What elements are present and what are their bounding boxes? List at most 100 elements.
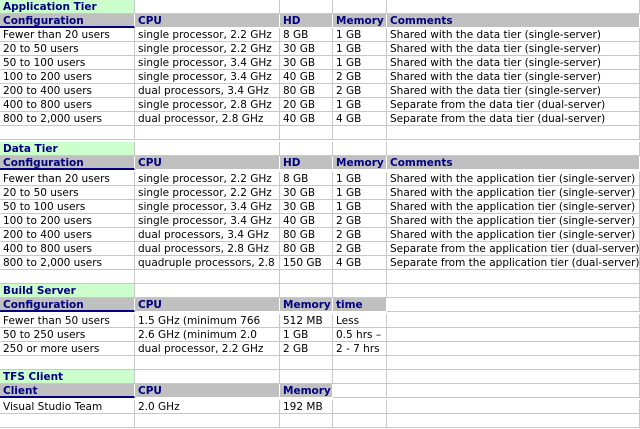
cell-memory[interactable]: 1 GB <box>333 98 387 112</box>
empty-cell[interactable] <box>280 0 333 14</box>
cell-cpu[interactable]: single processor, 3.4 GHz <box>135 70 280 84</box>
cell-configuration[interactable]: 400 to 800 users <box>0 242 135 256</box>
cell-client[interactable]: Visual Studio Team <box>0 400 135 414</box>
cell-memory[interactable]: 2 GB <box>333 242 387 256</box>
empty-cell[interactable] <box>333 370 387 384</box>
cell-comments[interactable]: Shared with the application tier (single… <box>387 228 640 242</box>
empty-cell[interactable] <box>135 0 280 14</box>
empty-cell[interactable] <box>280 356 333 370</box>
empty-cell[interactable] <box>333 356 387 370</box>
column-header[interactable]: HD <box>280 14 333 28</box>
cell-configuration[interactable]: 20 to 50 users <box>0 42 135 56</box>
cell-cpu[interactable]: dual processors, 2.8 GHz <box>135 242 280 256</box>
empty-cell[interactable] <box>0 414 135 428</box>
cell-comments[interactable]: Shared with the application tier (single… <box>387 186 640 200</box>
cell-time[interactable]: 0.5 hrs – <box>333 328 387 342</box>
empty-cell[interactable] <box>280 142 333 156</box>
empty-cell[interactable] <box>333 284 387 298</box>
cell-memory[interactable]: 2 GB <box>333 214 387 228</box>
cell-hd[interactable]: 40 GB <box>280 70 333 84</box>
cell-comments[interactable]: Shared with the application tier (single… <box>387 172 640 186</box>
empty-cell[interactable] <box>0 356 135 370</box>
cell-comments[interactable]: Shared with the application tier (single… <box>387 214 640 228</box>
empty-cell[interactable] <box>387 314 640 328</box>
empty-cell[interactable] <box>280 414 333 428</box>
empty-cell[interactable] <box>333 0 387 14</box>
cell-memory[interactable]: 1 GB <box>333 42 387 56</box>
cell-memory[interactable]: 2 GB <box>333 70 387 84</box>
cell-memory[interactable]: 1 GB <box>333 28 387 42</box>
cell-memory[interactable]: 1 GB <box>333 186 387 200</box>
column-header[interactable]: CPU <box>135 298 280 312</box>
section-title[interactable]: Build Server <box>0 284 135 298</box>
cell-comments[interactable]: Separate from the application tier (dual… <box>387 256 640 270</box>
cell-memory[interactable]: 1 GB <box>280 328 333 342</box>
cell-cpu[interactable]: single processor, 3.4 GHz <box>135 214 280 228</box>
cell-memory[interactable]: 1 GB <box>333 56 387 70</box>
cell-cpu[interactable]: 2.6 GHz (minimum 2.0 <box>135 328 280 342</box>
cell-hd[interactable]: 40 GB <box>280 112 333 126</box>
cell-configuration[interactable]: 800 to 2,000 users <box>0 256 135 270</box>
cell-hd[interactable]: 8 GB <box>280 28 333 42</box>
cell-cpu[interactable]: single processor, 2.8 GHz <box>135 98 280 112</box>
empty-cell[interactable] <box>280 126 333 140</box>
cell-time[interactable]: 2 - 7 hrs <box>333 342 387 356</box>
column-header[interactable]: Comments <box>387 156 640 170</box>
cell-cpu[interactable]: single processor, 3.4 GHz <box>135 200 280 214</box>
cell-hd[interactable]: 80 GB <box>280 242 333 256</box>
cell-cpu[interactable]: single processor, 2.2 GHz <box>135 28 280 42</box>
cell-comments[interactable]: Shared with the data tier (single-server… <box>387 28 640 42</box>
empty-cell[interactable] <box>387 356 640 370</box>
column-header[interactable]: Memory <box>333 14 387 28</box>
cell-cpu[interactable]: dual processor, 2.8 GHz <box>135 112 280 126</box>
empty-cell[interactable] <box>333 414 387 428</box>
cell-cpu[interactable]: single processor, 2.2 GHz <box>135 186 280 200</box>
column-header[interactable]: Memory <box>280 298 333 312</box>
cell-configuration[interactable]: 100 to 200 users <box>0 214 135 228</box>
cell-hd[interactable]: 40 GB <box>280 214 333 228</box>
column-header[interactable]: Client <box>0 384 135 398</box>
cell-hd[interactable]: 30 GB <box>280 42 333 56</box>
cell-memory[interactable]: 512 MB <box>280 314 333 328</box>
cell-cpu[interactable]: dual processors, 3.4 GHz <box>135 84 280 98</box>
empty-cell[interactable] <box>387 298 640 312</box>
empty-cell[interactable] <box>135 142 280 156</box>
cell-hd[interactable]: 30 GB <box>280 186 333 200</box>
cell-hd[interactable]: 80 GB <box>280 228 333 242</box>
cell-configuration[interactable]: 200 to 400 users <box>0 84 135 98</box>
column-header[interactable]: Comments <box>387 14 640 28</box>
section-title[interactable]: TFS Client <box>0 370 135 384</box>
cell-configuration[interactable]: 50 to 100 users <box>0 56 135 70</box>
cell-memory[interactable]: 4 GB <box>333 112 387 126</box>
column-header[interactable]: Configuration <box>0 156 135 170</box>
empty-cell[interactable] <box>135 356 280 370</box>
empty-cell[interactable] <box>135 270 280 284</box>
empty-cell[interactable] <box>387 400 640 414</box>
cell-memory[interactable]: 1 GB <box>333 172 387 186</box>
empty-cell[interactable] <box>280 370 333 384</box>
empty-cell[interactable] <box>387 284 640 298</box>
cell-comments[interactable]: Shared with the data tier (single-server… <box>387 84 640 98</box>
empty-cell[interactable] <box>0 126 135 140</box>
empty-cell[interactable] <box>387 142 640 156</box>
column-header[interactable]: Memory <box>333 156 387 170</box>
section-title[interactable]: Data Tier <box>0 142 135 156</box>
column-header[interactable]: time <box>333 298 387 312</box>
cell-cpu[interactable]: 2.0 GHz <box>135 400 280 414</box>
cell-hd[interactable]: 20 GB <box>280 98 333 112</box>
cell-cpu[interactable]: dual processor, 2.2 GHz <box>135 342 280 356</box>
cell-cpu[interactable]: dual processors, 3.4 GHz <box>135 228 280 242</box>
cell-memory[interactable]: 192 MB <box>280 400 333 414</box>
cell-memory[interactable]: 1 GB <box>333 200 387 214</box>
empty-cell[interactable] <box>333 142 387 156</box>
cell-hd[interactable]: 30 GB <box>280 200 333 214</box>
empty-cell[interactable] <box>0 270 135 284</box>
cell-configuration[interactable]: 800 to 2,000 users <box>0 112 135 126</box>
empty-cell[interactable] <box>387 126 640 140</box>
cell-configuration[interactable]: 250 or more users <box>0 342 135 356</box>
empty-cell[interactable] <box>135 284 280 298</box>
empty-cell[interactable] <box>333 126 387 140</box>
cell-hd[interactable]: 8 GB <box>280 172 333 186</box>
cell-configuration[interactable]: 200 to 400 users <box>0 228 135 242</box>
cell-memory[interactable]: 2 GB <box>280 342 333 356</box>
